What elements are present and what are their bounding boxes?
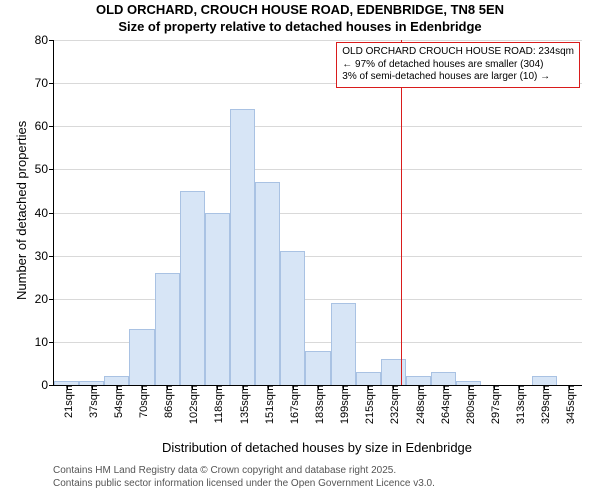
- xtick-label: 345sqm: [561, 385, 577, 424]
- callout-line3: 3% of semi-detached houses are larger (1…: [342, 71, 574, 84]
- bar-slot: 232sqm: [381, 359, 406, 385]
- callout-line1: OLD ORCHARD CROUCH HOUSE ROAD: 234sqm: [342, 46, 574, 59]
- xtick-label: 21sqm: [59, 385, 75, 418]
- bar-slot: 151sqm: [255, 182, 280, 385]
- xtick-label: 248sqm: [411, 385, 427, 424]
- histogram-bar: [280, 251, 305, 385]
- histogram-bar: [129, 329, 154, 385]
- xtick-label: 118sqm: [209, 385, 225, 423]
- bar-slot: 86sqm: [155, 273, 180, 385]
- histogram-bar: [406, 376, 431, 385]
- histogram-bar: [230, 109, 255, 385]
- ytick-label: 20: [35, 292, 54, 306]
- y-axis-title: Number of detached properties: [14, 121, 29, 300]
- bar-slot: 21sqm: [54, 381, 79, 385]
- bar-slot: 70sqm: [129, 329, 154, 385]
- ytick-label: 0: [41, 378, 54, 392]
- reference-line: [401, 40, 402, 385]
- bar-slot: 329sqm: [532, 376, 557, 385]
- xtick-label: 102sqm: [184, 385, 200, 424]
- bar-slot: 37sqm: [79, 381, 104, 385]
- bar-slot: 215sqm: [356, 372, 381, 385]
- chart-title-line1: OLD ORCHARD, CROUCH HOUSE ROAD, EDENBRID…: [0, 2, 600, 17]
- plot-area: 0102030405060708021sqm37sqm54sqm70sqm86s…: [53, 40, 582, 386]
- ytick-label: 70: [35, 76, 54, 90]
- histogram-bar: [205, 213, 230, 386]
- xtick-label: 135sqm: [235, 385, 251, 424]
- chart-title-line2: Size of property relative to detached ho…: [0, 19, 600, 34]
- histogram-chart: OLD ORCHARD, CROUCH HOUSE ROAD, EDENBRID…: [0, 0, 600, 500]
- bar-slot: 167sqm: [280, 251, 305, 385]
- histogram-bar: [305, 351, 330, 386]
- bar-slot: 54sqm: [104, 376, 129, 385]
- callout-box: OLD ORCHARD CROUCH HOUSE ROAD: 234sqm← 9…: [336, 42, 580, 88]
- histogram-bar: [532, 376, 557, 385]
- xtick-label: 215sqm: [360, 385, 376, 424]
- bar-slot: 264sqm: [431, 372, 456, 385]
- bar-slot: 183sqm: [305, 351, 330, 386]
- bar-slot: 102sqm: [180, 191, 205, 385]
- ytick-label: 10: [35, 335, 54, 349]
- footnote-line1: Contains HM Land Registry data © Crown c…: [53, 465, 396, 476]
- footnote-line2: Contains public sector information licen…: [53, 478, 435, 489]
- histogram-bar: [104, 376, 129, 385]
- bar-slot: 199sqm: [331, 303, 356, 385]
- xtick-label: 199sqm: [335, 385, 351, 424]
- xtick-label: 70sqm: [134, 385, 150, 418]
- ytick-label: 80: [35, 33, 54, 47]
- xtick-label: 232sqm: [385, 385, 401, 424]
- xtick-label: 297sqm: [486, 385, 502, 424]
- xtick-label: 329sqm: [536, 385, 552, 424]
- xtick-label: 167sqm: [285, 385, 301, 424]
- bar-slot: 135sqm: [230, 109, 255, 385]
- histogram-bar: [331, 303, 356, 385]
- histogram-bar: [356, 372, 381, 385]
- xtick-label: 183sqm: [310, 385, 326, 424]
- xtick-label: 37sqm: [84, 385, 100, 418]
- xtick-label: 313sqm: [511, 385, 527, 424]
- xtick-label: 264sqm: [436, 385, 452, 424]
- histogram-bar: [431, 372, 456, 385]
- bar-slot: 280sqm: [456, 381, 481, 385]
- xtick-label: 151sqm: [260, 385, 276, 424]
- ytick-label: 60: [35, 119, 54, 133]
- bar-slot: 248sqm: [406, 376, 431, 385]
- histogram-bar: [180, 191, 205, 385]
- callout-line2: ← 97% of detached houses are smaller (30…: [342, 59, 574, 72]
- ytick-label: 40: [35, 206, 54, 220]
- bar-slot: 118sqm: [205, 213, 230, 386]
- ytick-label: 30: [35, 249, 54, 263]
- xtick-label: 280sqm: [461, 385, 477, 424]
- xtick-label: 86sqm: [159, 385, 175, 418]
- histogram-bar: [255, 182, 280, 385]
- histogram-bar: [381, 359, 406, 385]
- xtick-label: 54sqm: [109, 385, 125, 418]
- histogram-bar: [155, 273, 180, 385]
- x-axis-title: Distribution of detached houses by size …: [53, 440, 581, 455]
- bars-container: 21sqm37sqm54sqm70sqm86sqm102sqm118sqm135…: [54, 40, 582, 385]
- ytick-label: 50: [35, 162, 54, 176]
